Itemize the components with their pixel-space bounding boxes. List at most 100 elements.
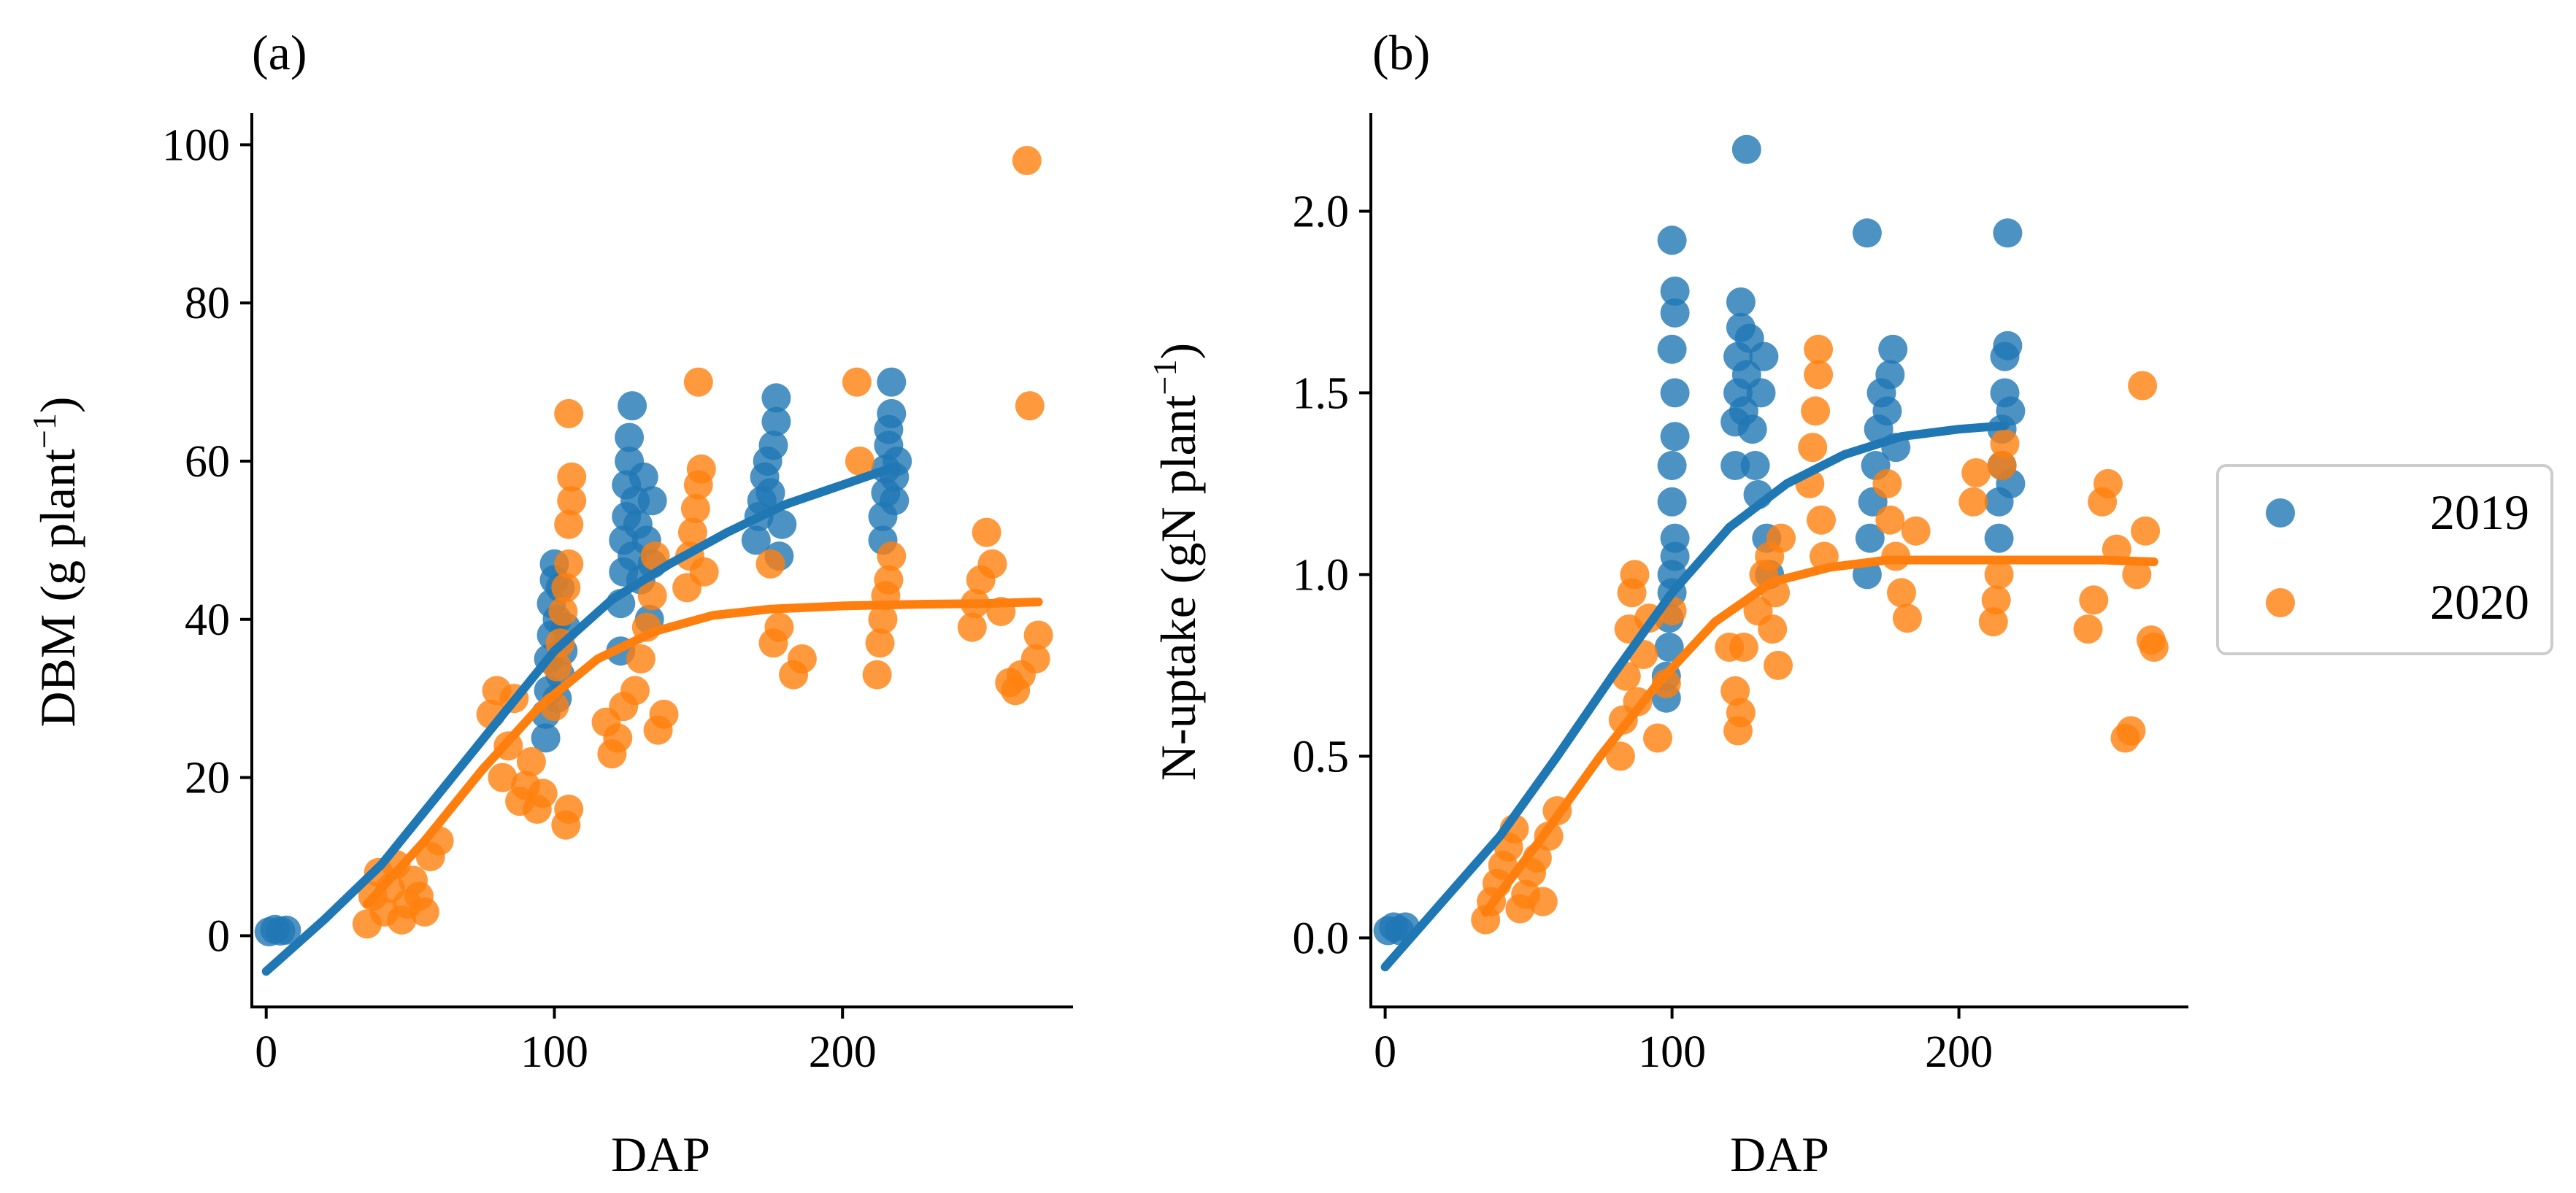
panel-a-point-2020-59 <box>842 367 872 397</box>
panel-a-point-2020-42 <box>637 581 667 611</box>
panel-b-ylabel-tail: ) <box>1150 343 1206 360</box>
panel-a-point-2020-45 <box>649 699 679 729</box>
panel-b-point-2019-33 <box>1746 378 1776 408</box>
panel-b-point-2020-58 <box>2079 585 2109 615</box>
panel-a-ytick-label-4: 80 <box>185 279 230 328</box>
panel-a-point-2019-54 <box>877 367 907 397</box>
panel-a-point-2020-49 <box>680 494 710 523</box>
panel-b-ytick-label-2: 1.0 <box>1293 550 1350 600</box>
panel-b-point-2020-68 <box>2139 633 2169 662</box>
panel-a-point-2019-43 <box>761 406 791 436</box>
panel-b-fit-line-2019 <box>1380 421 2010 972</box>
panel-b-point-2020-64 <box>2122 560 2152 590</box>
panel-a-point-2020-22 <box>528 779 558 808</box>
panel-a-point-2020-65 <box>874 565 904 595</box>
panel-b-point-2020-36 <box>1766 523 1796 553</box>
panel-b-xticks: 0 100 200 <box>1374 1007 1993 1077</box>
panel-b-point-2020-49 <box>1901 516 1931 546</box>
panel-b-point-2020-39 <box>1801 396 1831 426</box>
panel-a-point-2019-4 <box>531 723 561 753</box>
panel-b-point-2019-17 <box>1660 298 1690 328</box>
panel-a-point-2020-70 <box>972 517 1001 547</box>
legend-label-2020: 2020 <box>2430 574 2529 630</box>
panel-b-point-2019-16 <box>1657 334 1687 364</box>
panel-b-point-2020-66 <box>2131 516 2161 546</box>
panel-a-point-2020-66 <box>877 541 907 571</box>
panel-b-point-2019-46 <box>1878 334 1908 364</box>
panel-b-point-2019-11 <box>1660 523 1690 553</box>
panel-b-point-2020-18 <box>1620 560 1650 590</box>
panel-b-point-2020-45 <box>1875 505 1905 535</box>
panel-a-point-2020-40 <box>626 644 655 673</box>
panel-a-point-2020-71 <box>977 549 1007 579</box>
panel-b-fits <box>1380 421 2158 972</box>
panel-b-point-2020-54 <box>1984 560 2014 590</box>
panel-a-yticks: 0 20 40 60 80 100 <box>162 120 252 961</box>
panel-a-point-2020-10 <box>410 897 439 927</box>
panel-b-point-2019-45 <box>1875 360 1905 390</box>
panel-a-point-2020-78 <box>1020 644 1050 673</box>
panel-b-point-2020-50 <box>1958 487 1988 517</box>
panel-b-yticks: 0.0 0.5 1.0 1.5 2.0 <box>1293 188 1371 963</box>
panel-a-point-2020-28 <box>554 549 584 579</box>
panel-a-ylabel-exp: −1 <box>26 413 63 449</box>
panel-a-label: (a) <box>252 25 307 80</box>
panel-a-point-2020-20 <box>516 746 546 776</box>
panel-a-point-2019-35 <box>637 486 667 516</box>
panel-a-xtick-label-2: 200 <box>809 1027 877 1077</box>
panel-a-point-2020-56 <box>764 612 794 642</box>
panel-a-point-2019-31 <box>628 462 658 492</box>
panel-b-point-2019-30 <box>1737 414 1767 444</box>
panel-a-point-2019-26 <box>618 391 647 421</box>
panel-a-xticks: 0 100 200 <box>255 1007 877 1077</box>
panel-b-point-2019-12 <box>1657 487 1687 517</box>
panel-b-point-2020-41 <box>1804 334 1834 364</box>
panel-b-point-2019-44 <box>1872 396 1902 426</box>
panel-b-point-2020-29 <box>1729 633 1758 662</box>
panel-a-point-2020-60 <box>845 447 874 476</box>
panel-a-point-2020-77 <box>1015 391 1045 421</box>
panel-b-point-2020-13 <box>1605 741 1635 771</box>
legend-marker-2020 <box>2266 588 2295 617</box>
panel-b-point-2019-13 <box>1657 451 1687 480</box>
panel-a-point-2020-61 <box>862 660 892 690</box>
panel-b-point-2020-60 <box>2094 468 2123 498</box>
panel-b-point-2020-33 <box>1758 614 1788 644</box>
panel-a-point-2020-29 <box>554 509 584 539</box>
panel-b-point-2019-20 <box>1720 451 1750 480</box>
panel-a-ytick-label-5: 100 <box>162 120 230 170</box>
panel-b-ylabel-exp: −1 <box>1146 359 1183 395</box>
panel-b-point-2020-51 <box>1961 458 1991 487</box>
panel-b-ytick-label-3: 1.5 <box>1293 368 1350 418</box>
panel-a-ytick-label-2: 40 <box>185 595 230 645</box>
panel-b-point-2019-31 <box>1740 451 1770 480</box>
panel-b-point-2019-28 <box>1731 134 1761 164</box>
panel-b-point-2020-52 <box>1978 607 2008 637</box>
panel-a: (a) 0 20 40 60 80 100 0 100 200 DAP DBM (g plan… <box>26 25 1073 1182</box>
panel-a-point-2020-34 <box>554 795 584 824</box>
panel-a-point-2020-31 <box>557 462 587 492</box>
panel-a-point-2019-53 <box>877 398 907 428</box>
panel-a-point-2020-26 <box>548 597 578 626</box>
panel-b-ylabel-main: N-uptake (gN plant <box>1150 395 1206 781</box>
panel-b-point-2020-55 <box>1987 451 2017 480</box>
legend-label-2019: 2019 <box>2430 484 2529 540</box>
panel-a-point-2020-15 <box>488 762 518 792</box>
panel-a-point-2020-48 <box>677 517 707 547</box>
panel-b-point-2020-53 <box>1981 585 2011 615</box>
panel-a-point-2020-62 <box>865 628 895 658</box>
panel-b-ytick-label-4: 2.0 <box>1293 188 1350 237</box>
panel-a-point-2020-51 <box>683 367 713 397</box>
panel-a-point-2020-39 <box>620 676 650 706</box>
panel-b-point-2020-35 <box>1764 650 1793 680</box>
panel-b-point-2019-54 <box>1993 331 2023 360</box>
panel-a-point-2020-76 <box>1012 146 1042 175</box>
panel-b-point-2020-40 <box>1804 360 1834 390</box>
panel-b-ylabel: N-uptake (gN plant−1) <box>1146 343 1206 781</box>
panel-b-point-2020-22 <box>1643 723 1672 753</box>
panel-a-point-2019-36 <box>741 525 771 555</box>
panel-b-label: (b) <box>1372 25 1430 80</box>
panel-b-point-2019-14 <box>1660 422 1690 452</box>
panel-a-point-2020-52 <box>686 454 716 484</box>
